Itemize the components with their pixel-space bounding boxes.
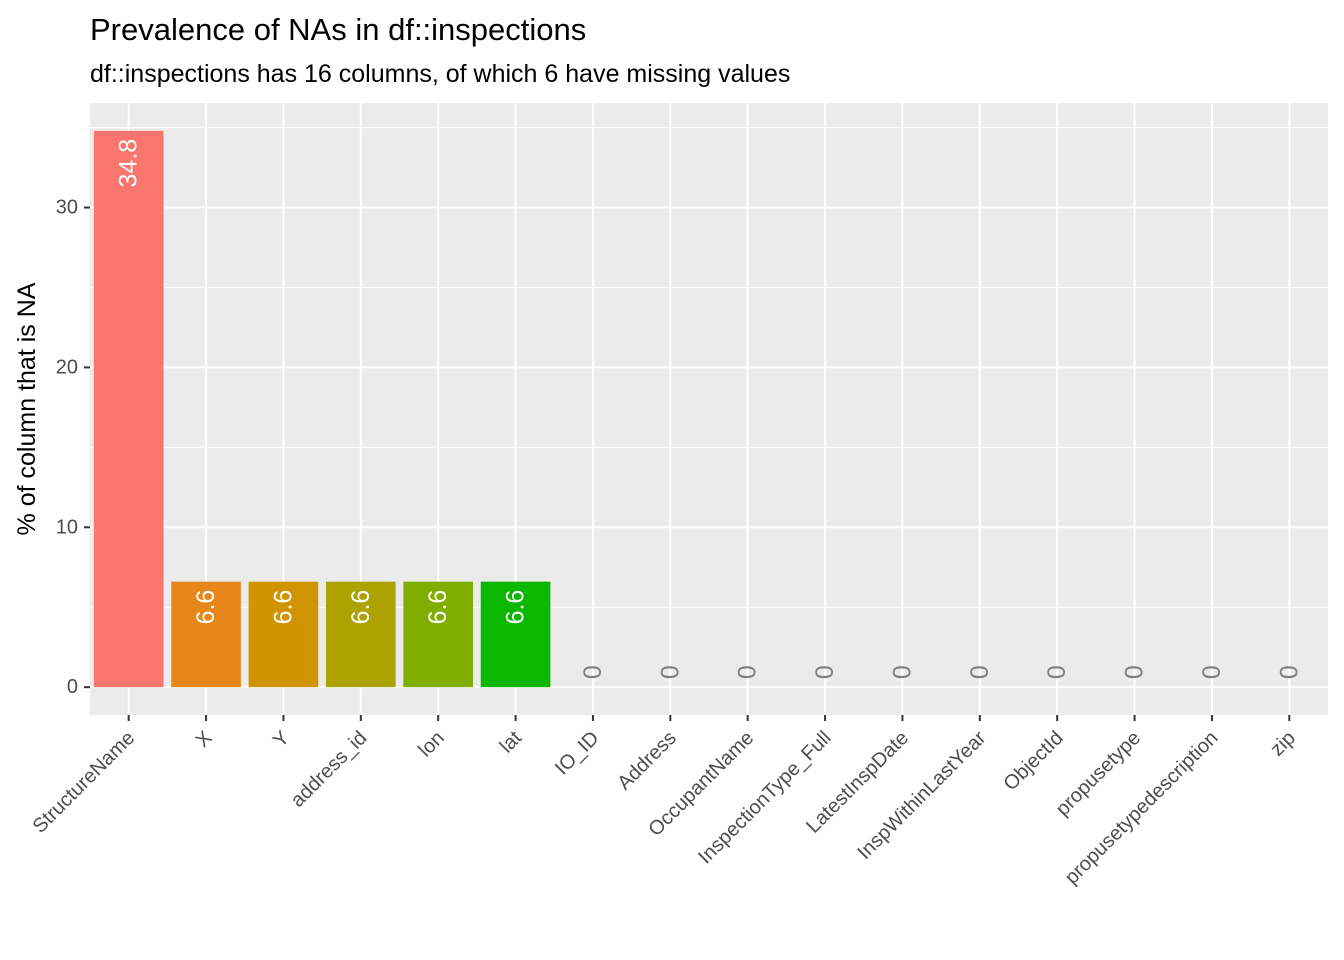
data-label: 0	[966, 665, 994, 679]
y-tick-label: 0	[67, 676, 78, 698]
x-tick-label: X	[192, 727, 217, 752]
x-tick-label: ObjectId	[999, 727, 1067, 795]
data-labels: 34.8 6.6 6.6 6.6 6.6 6.6 0 0 0 0 0 0 0 0 0 0	[115, 139, 1304, 679]
y-tick-label: 10	[56, 516, 78, 538]
bar	[171, 581, 241, 688]
data-label: 6.6	[192, 590, 220, 625]
data-label: 34.8	[115, 139, 143, 188]
x-tick-label: address_id	[287, 727, 372, 812]
data-label: 0	[888, 665, 916, 679]
bar	[480, 581, 551, 688]
x-tick-label: Y	[269, 727, 294, 752]
data-label: 0	[656, 665, 684, 679]
x-tick-label: zip	[1266, 727, 1300, 761]
x-tick-label: Address	[613, 727, 680, 794]
chart-subtitle: df::inspections has 16 columns, of which…	[90, 60, 791, 88]
data-label: 0	[1121, 665, 1149, 679]
y-tick-label: 20	[56, 356, 78, 378]
data-label: 0	[811, 665, 839, 679]
data-label: 6.6	[269, 590, 297, 625]
data-label: 0	[1275, 665, 1303, 679]
bar	[403, 581, 474, 688]
y-axis-label: % of column that is NA	[13, 282, 41, 535]
x-tick-label: InspectionType_Full	[694, 727, 835, 868]
bar	[248, 581, 319, 688]
x-tick-label: propusetypedescription	[1061, 727, 1223, 889]
data-label: 6.6	[347, 590, 375, 625]
x-tick-label: lon	[414, 727, 448, 761]
x-tick-label: StructureName	[29, 727, 140, 838]
data-label: 0	[1198, 665, 1226, 679]
data-label: 6.6	[424, 590, 452, 625]
bar	[93, 130, 164, 688]
bars	[93, 130, 551, 688]
data-label: 0	[734, 665, 762, 679]
data-label: 6.6	[502, 590, 530, 625]
data-label: 0	[579, 665, 607, 679]
chart-title: Prevalence of NAs in df::inspections	[90, 12, 587, 47]
x-tick-label: IO_ID	[551, 727, 604, 780]
data-label: 0	[1043, 665, 1071, 679]
y-axis: 0 10 20 30	[56, 197, 90, 698]
y-tick-label: 30	[56, 197, 78, 219]
bar	[325, 581, 396, 688]
x-tick-label: InspWithinLastYear	[853, 727, 990, 864]
x-tick-label: lat	[496, 727, 527, 758]
